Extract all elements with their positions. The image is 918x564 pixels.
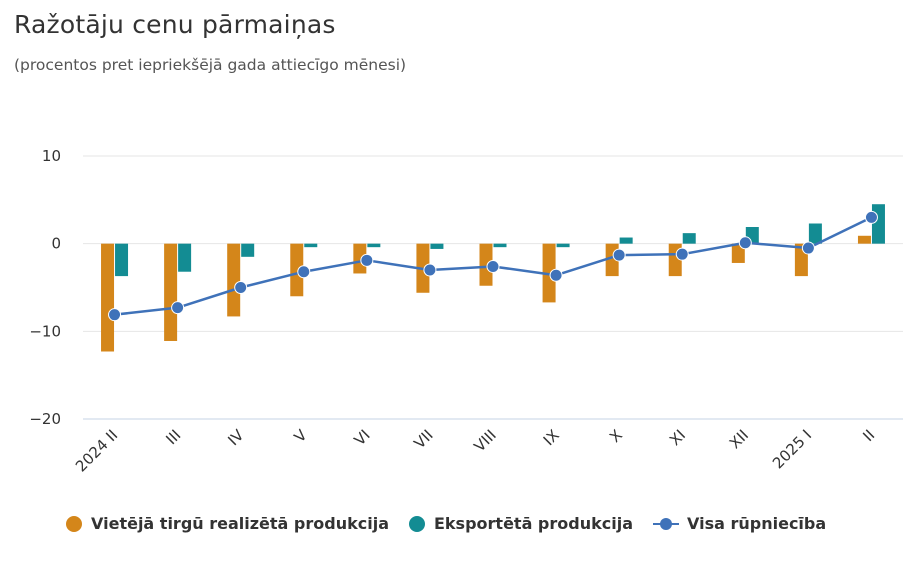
x-tick-label: XII — [726, 426, 752, 452]
bar-export — [808, 223, 822, 244]
x-tick-label: X — [606, 426, 626, 446]
point-total — [801, 241, 815, 255]
chart-subtitle: (procentos pret iepriekšējā gada attiecī… — [14, 56, 407, 74]
x-tick-label: III — [162, 426, 184, 448]
bar-domestic — [101, 243, 115, 352]
point-total — [612, 248, 626, 262]
legend: Vietējā tirgū realizētā produkcija Ekspo… — [66, 514, 846, 533]
x-tick-label: VI — [351, 426, 374, 449]
x-tick-label: IX — [540, 426, 563, 449]
legend-label-export: Eksportētā produkcija — [433, 514, 633, 533]
point-total — [738, 236, 752, 250]
bar-export — [430, 243, 444, 249]
bar-export — [178, 243, 192, 272]
legend-label-domestic: Vietējā tirgū realizētā produkcija — [91, 514, 389, 533]
point-total — [234, 281, 248, 294]
x-tick-label: VIII — [470, 426, 499, 455]
bar-export — [619, 237, 633, 244]
y-tick-label: −20 — [29, 410, 61, 428]
legend-marker-domestic — [66, 515, 82, 532]
point-total — [360, 253, 374, 267]
y-tick-label: 10 — [42, 147, 61, 165]
y-tick-label: 0 — [51, 235, 61, 253]
x-axis: 2024 II III IV V VI VII VIII IX X XI XII 2025 I II — [72, 426, 878, 476]
legend-item-total[interactable]: Visa rūpniecība — [653, 514, 826, 533]
point-total — [297, 265, 311, 279]
line-layer — [108, 210, 878, 322]
point-total — [549, 268, 563, 282]
x-tick-label: 2025 I — [769, 426, 815, 472]
point-total — [864, 210, 878, 224]
bar-export — [115, 243, 129, 277]
x-tick-label: VII — [411, 426, 437, 452]
bar-domestic — [227, 243, 241, 317]
grid-layer — [83, 155, 903, 420]
x-tick-label: 2024 II — [72, 426, 121, 475]
chart-title: Ražotāju cenu pārmaiņas — [14, 10, 336, 39]
legend-marker-export — [408, 515, 425, 532]
bar-export — [871, 204, 885, 244]
bar-export — [367, 243, 381, 248]
point-total — [108, 308, 122, 322]
bar-domestic — [857, 235, 871, 244]
bar-export — [682, 233, 696, 244]
legend-item-export[interactable]: Eksportētā produkcija — [408, 514, 633, 533]
bar-domestic — [479, 243, 493, 286]
bar-domestic — [353, 243, 367, 274]
bar-export — [304, 243, 318, 248]
chart-plot: 10 0 −10 −20 2024 II III IV V VI VII VIII IX X XI XII… — [29, 147, 903, 476]
point-total — [675, 247, 689, 261]
bar-domestic — [164, 243, 178, 341]
bar-layer — [101, 204, 885, 352]
x-tick-label: II — [859, 426, 878, 445]
bar-export — [241, 243, 255, 257]
bar-export — [493, 243, 507, 248]
x-tick-label: V — [291, 426, 312, 447]
point-total — [171, 301, 185, 315]
legend-marker-total — [653, 516, 679, 532]
x-tick-label: IV — [224, 426, 248, 450]
y-axis: 10 0 −10 −20 — [29, 147, 61, 428]
point-total — [423, 263, 437, 277]
bar-export — [556, 243, 570, 248]
x-tick-label: XI — [666, 426, 689, 449]
legend-label-total: Visa rūpniecība — [687, 514, 827, 533]
point-total — [486, 259, 500, 273]
bar-domestic — [731, 243, 745, 263]
legend-item-domestic[interactable]: Vietējā tirgū realizētā produkcija — [66, 514, 389, 533]
bar-domestic — [290, 243, 304, 297]
y-tick-label: −10 — [29, 322, 61, 340]
